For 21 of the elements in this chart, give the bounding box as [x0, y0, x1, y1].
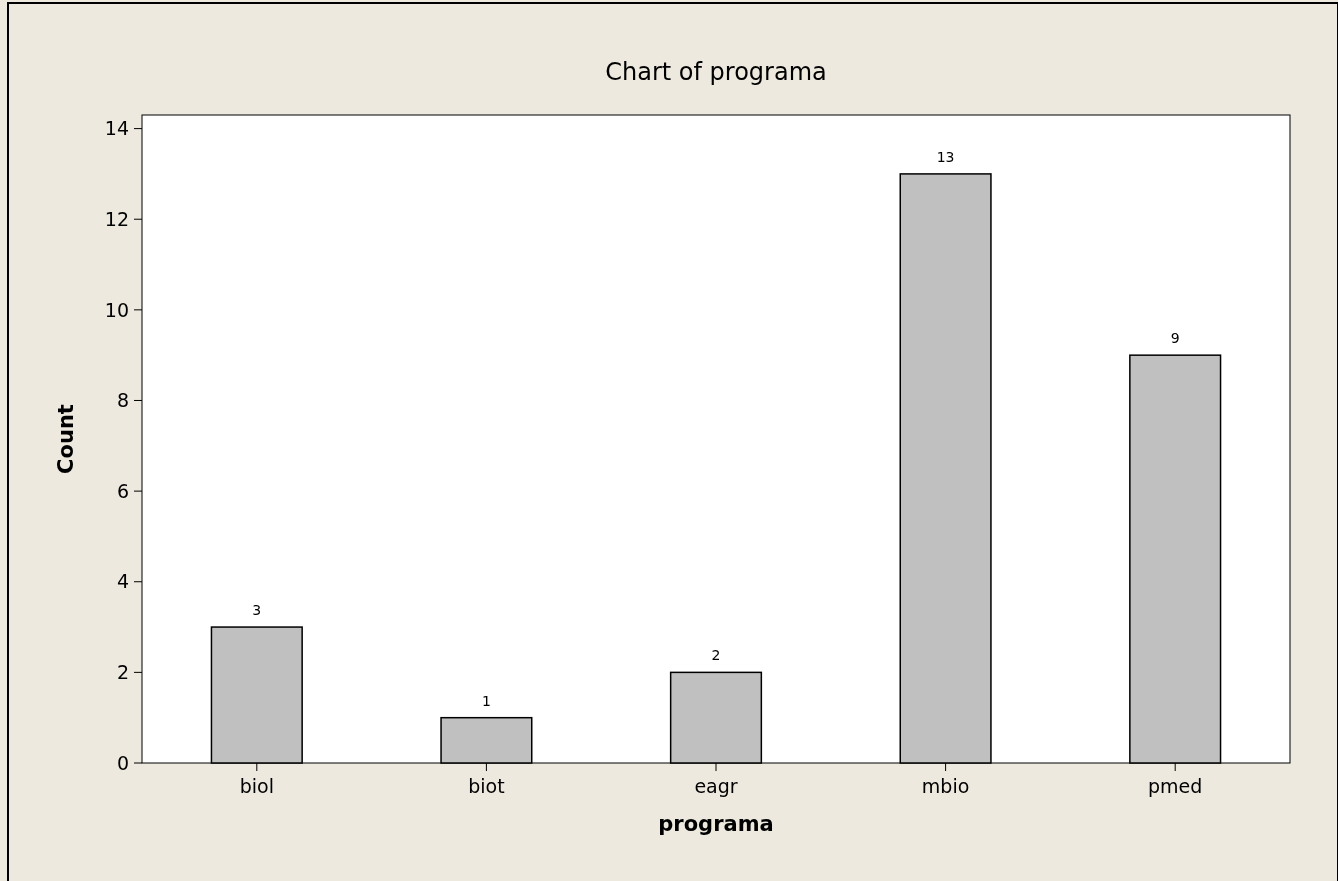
y-tick-label: 14 — [104, 117, 129, 140]
data-label: 1 — [481, 692, 491, 709]
y-tick-label: 6 — [116, 479, 129, 502]
data-label: 13 — [936, 148, 955, 165]
data-label: 3 — [252, 602, 262, 619]
y-tick-label: 8 — [116, 389, 129, 412]
chart-title: Chart of programa — [605, 58, 827, 86]
y-tick-label: 2 — [116, 661, 129, 684]
y-tick-label: 4 — [116, 570, 129, 593]
x-tick-label: biot — [468, 775, 505, 797]
x-tick-label: eagr — [694, 775, 738, 797]
y-axis-title: Count — [54, 404, 78, 474]
x-tick-label: mbio — [921, 775, 970, 797]
data-label: 2 — [711, 647, 721, 664]
x-axis-title: programa — [658, 812, 774, 836]
y-tick-label: 12 — [104, 207, 129, 230]
data-label: 9 — [1170, 330, 1180, 347]
y-tick-label: 0 — [116, 751, 129, 774]
x-tick-label: pmed — [1148, 775, 1203, 797]
x-tick-label: biol — [239, 775, 274, 797]
y-tick-label: 10 — [104, 298, 129, 321]
